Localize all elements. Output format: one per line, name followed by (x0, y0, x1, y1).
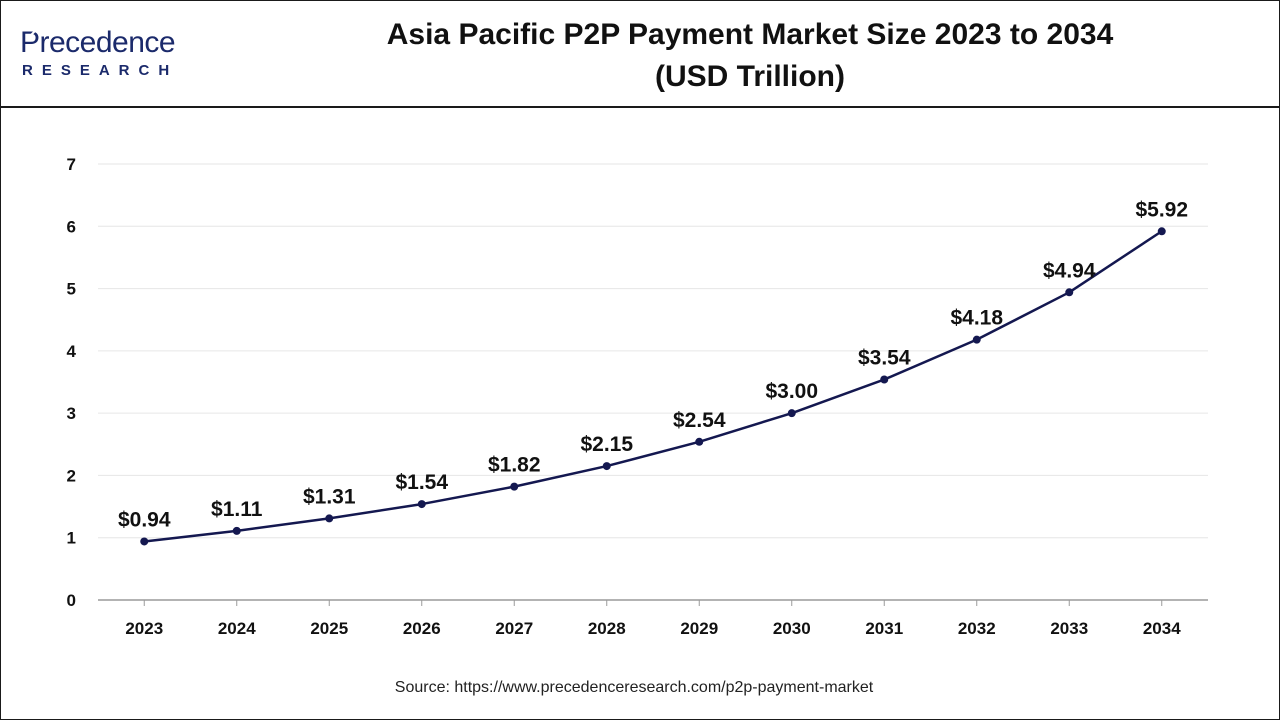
data-point (880, 375, 889, 384)
data-label: $4.94 (1043, 259, 1096, 282)
data-label: $3.54 (858, 347, 911, 370)
data-point (417, 500, 426, 509)
data-point (232, 526, 241, 535)
header: Precedence RESEARCH Asia Pacific P2P Pay… (0, 0, 1280, 108)
x-tick-label: 2026 (403, 619, 441, 638)
x-tick-label: 2032 (958, 619, 996, 638)
data-label: $5.92 (1135, 198, 1188, 221)
y-tick-label: 1 (67, 529, 76, 548)
source-note: Source: https://www.precedenceresearch.c… (394, 679, 874, 696)
data-point (325, 514, 334, 523)
line-chart: 0 1 2 3 4 5 6 7 2023 2024 2025 2026 2027 2028 2029 203… (67, 155, 1208, 638)
series-line (144, 230, 1163, 543)
x-tick-label: 2025 (310, 619, 348, 638)
data-label: $1.54 (395, 471, 448, 494)
logo-leaf-icon (25, 29, 37, 41)
data-label: $4.18 (950, 307, 1003, 330)
x-tick-label: 2028 (588, 619, 626, 638)
x-tick-label: 2031 (865, 619, 903, 638)
x-tick-label: 2023 (125, 619, 163, 638)
brand-subtitle: RESEARCH (22, 62, 179, 79)
data-label: $3.00 (765, 380, 818, 403)
x-tick-label: 2034 (1143, 619, 1181, 638)
chart-title-line2: (USD Trillion) (655, 60, 845, 93)
data-label: $2.15 (580, 433, 633, 456)
y-tick-label: 6 (67, 217, 76, 236)
series-group: $0.94 $1.11 $1.31 $1.54 $1.82 $2.15 $2.54 $3.00… (118, 198, 1188, 546)
data-point (602, 462, 611, 471)
x-tick-label: 2030 (773, 619, 811, 638)
y-tick-label: 5 (67, 280, 76, 299)
x-tick-label: 2024 (218, 619, 256, 638)
data-point (1065, 288, 1074, 297)
y-tick-label: 3 (67, 404, 76, 423)
data-point (787, 409, 796, 418)
grid-lines (98, 163, 1208, 539)
x-tick-label: 2033 (1050, 619, 1088, 638)
data-label: $1.82 (488, 454, 541, 477)
y-tick-label: 7 (67, 155, 76, 174)
y-tick-label: 4 (67, 342, 77, 361)
data-label: $1.31 (303, 485, 356, 508)
y-tick-label: 0 (67, 591, 76, 610)
x-axis: 2023 2024 2025 2026 2027 2028 2029 2030 2031 2032… (98, 599, 1208, 638)
data-point (510, 482, 519, 491)
y-tick-label: 2 (67, 466, 76, 485)
chart-title-line1: Asia Pacific P2P Payment Market Size 202… (386, 18, 1114, 51)
x-tick-label: 2029 (680, 619, 718, 638)
data-point (972, 335, 981, 344)
data-point (695, 437, 704, 446)
x-tick-label: 2027 (495, 619, 533, 638)
y-axis: 0 1 2 3 4 5 6 7 (67, 155, 77, 610)
brand-name: Precedence (20, 26, 176, 59)
data-label: $1.11 (211, 498, 263, 521)
brand-logo: Precedence RESEARCH (20, 26, 220, 84)
data-point (140, 537, 149, 546)
data-point (1157, 227, 1166, 236)
data-label: $2.54 (673, 409, 726, 432)
data-label: $0.94 (118, 508, 171, 531)
chart-title: Asia Pacific P2P Payment Market Size 202… (300, 14, 1200, 98)
